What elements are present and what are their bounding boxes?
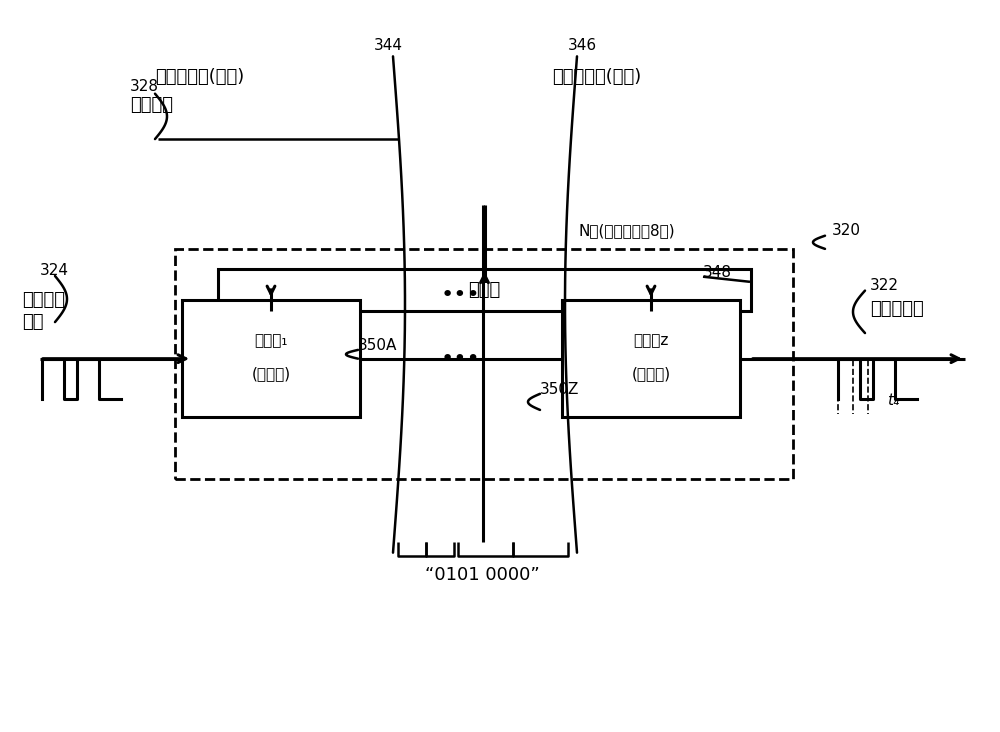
- Text: 信号: 信号: [22, 313, 44, 331]
- Text: 328: 328: [130, 79, 159, 94]
- Text: “0101 0000”: “0101 0000”: [425, 566, 539, 583]
- Text: 最低有效位(精细): 最低有效位(精细): [552, 68, 641, 86]
- Bar: [182, 300, 360, 417]
- Bar: [562, 300, 740, 417]
- Text: (较粗略): (较粗略): [251, 366, 291, 381]
- Text: 346: 346: [567, 38, 597, 53]
- Text: 延迟级z: 延迟级z: [633, 333, 669, 348]
- Text: 延迟级₁: 延迟级₁: [254, 333, 288, 348]
- Text: •••: •••: [441, 348, 481, 369]
- Text: 322: 322: [870, 278, 899, 293]
- Text: 解码器: 解码器: [468, 281, 501, 299]
- Text: 编程信号: 编程信号: [130, 97, 173, 114]
- Text: (较精细): (较精细): [631, 366, 671, 381]
- Bar: [218, 269, 751, 311]
- Text: 350Z: 350Z: [540, 382, 579, 397]
- Text: t₄: t₄: [887, 393, 899, 408]
- Text: 320: 320: [832, 223, 861, 238]
- Text: 344: 344: [374, 38, 402, 53]
- Text: 最高有效位(粗略): 最高有效位(粗略): [155, 68, 244, 86]
- Text: 348: 348: [703, 265, 732, 280]
- Text: 324: 324: [40, 264, 69, 278]
- Text: 延迟的输出: 延迟的输出: [870, 300, 924, 318]
- Text: •••: •••: [441, 285, 481, 305]
- Text: N位(举例来说，8位): N位(举例来说，8位): [578, 223, 675, 238]
- Bar: [175, 249, 793, 479]
- Text: 350A: 350A: [358, 338, 397, 353]
- Text: 参考调制: 参考调制: [22, 291, 65, 309]
